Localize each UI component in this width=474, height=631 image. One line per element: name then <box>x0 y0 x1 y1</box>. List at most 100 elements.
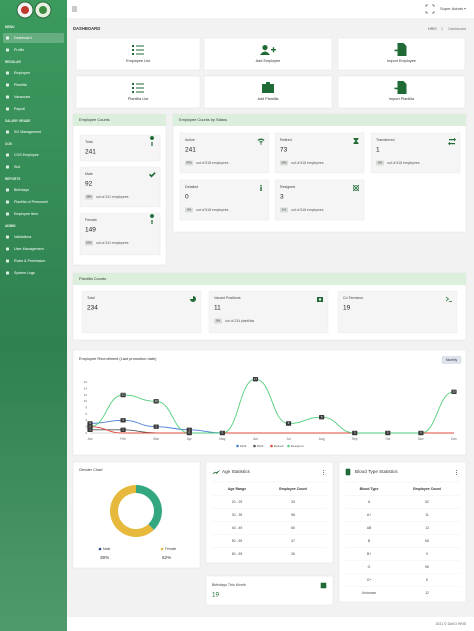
table-header: Blood Type <box>360 487 379 491</box>
table-cell: B <box>368 539 371 543</box>
x-tick-label: Apr <box>187 437 193 441</box>
menu-item[interactable]: Plantilla of Personnel <box>14 200 48 204</box>
menu-icon <box>6 83 9 87</box>
menu-item[interactable]: Plantilla <box>14 83 27 87</box>
menu-item[interactable]: Roles & Permission <box>14 259 45 263</box>
data-label: 3 <box>89 421 91 425</box>
legend-marker <box>236 444 239 448</box>
table-cell: 96 <box>291 513 295 517</box>
sidebar-section: MENU <box>5 25 15 29</box>
page-title: DASHBOARD <box>73 26 100 31</box>
menu-item[interactable]: Validations <box>14 235 32 239</box>
stat-value: 241 <box>185 147 196 154</box>
stat-badge-text: 62% <box>86 241 92 245</box>
stat-badge <box>376 160 384 166</box>
menu-icon <box>6 235 9 239</box>
stat-box <box>337 290 458 334</box>
more-menu[interactable] <box>323 470 324 475</box>
menu-icon <box>6 271 9 275</box>
data-label-box <box>319 414 325 420</box>
stat-label: Co Terminus <box>343 296 363 300</box>
stat-box <box>370 132 461 174</box>
x-tick-label: Jun <box>253 437 258 441</box>
menu-item[interactable]: SG Management <box>14 130 41 134</box>
sidebar-section: REGULAR <box>5 60 21 64</box>
menu-item[interactable]: Profile <box>14 48 24 52</box>
chart-title: Employee Recruitment (Last promotion dat… <box>79 356 157 361</box>
card-title: Age Statistics <box>222 469 251 474</box>
more-menu[interactable] <box>456 470 457 475</box>
table-icon <box>345 468 351 476</box>
menu-item[interactable]: COS Employee <box>14 153 39 157</box>
stat-badge-text: 1% <box>282 208 287 212</box>
menu-item[interactable]: Vacancies <box>14 95 31 99</box>
stat-icon <box>260 185 262 191</box>
period-button[interactable] <box>441 356 462 364</box>
table-cell: 20 - 29 <box>232 500 243 504</box>
stat-note: out of 518 employees <box>291 208 324 212</box>
stat-badge <box>214 318 222 324</box>
table-cell: A <box>368 500 371 504</box>
stat-value: 19 <box>343 305 351 312</box>
data-label: 4 <box>122 418 124 422</box>
card-title: Plantilla Counts <box>79 276 106 281</box>
legend-label: 2023 <box>257 444 264 448</box>
menu-toggle[interactable] <box>72 6 77 12</box>
menu-item[interactable]: Payroll <box>14 107 25 111</box>
stat-box <box>179 132 270 174</box>
card-header <box>73 114 166 126</box>
sidebar-section: SALARY GRADE <box>5 119 30 123</box>
data-label: 0 <box>222 431 224 435</box>
y-tick-label: 12 <box>84 393 88 397</box>
legend-marker <box>253 444 256 448</box>
footer <box>67 617 474 631</box>
menu-item[interactable]: System Logs <box>14 271 35 275</box>
quick-link-icon <box>394 81 407 94</box>
period-button-label: Monthly <box>446 358 458 362</box>
x-tick-label: Feb <box>120 437 126 441</box>
menu-item[interactable]: Employee <box>14 71 30 75</box>
table-cell: O+ <box>367 578 372 582</box>
data-label-box <box>153 399 159 404</box>
menu-item[interactable]: Dashboard <box>14 36 32 40</box>
data-label: 2 <box>89 424 91 428</box>
data-label-box <box>451 389 457 395</box>
user-menu[interactable]: Super Admin <box>440 6 463 11</box>
menu-item[interactable]: User Management <box>14 247 44 251</box>
table-cell: 6 <box>426 578 428 582</box>
stat-badge <box>85 194 93 200</box>
table-cell: Unknown <box>362 591 376 595</box>
table-cell: B+ <box>367 552 371 556</box>
chart-title: Gender Chart <box>79 467 103 472</box>
menu-icon <box>6 48 9 52</box>
legend-value: 62% <box>162 555 171 560</box>
stat-note: out of 518 employees <box>196 208 229 212</box>
data-label-box <box>285 421 292 426</box>
card-title: Blood Type Statistics <box>355 469 398 474</box>
stat-icon <box>150 214 155 224</box>
data-label-box <box>219 430 225 436</box>
legend-label: Female <box>165 547 176 551</box>
y-tick-label: 2 <box>85 424 87 428</box>
stat-icon <box>353 138 359 144</box>
stat-box <box>79 134 161 162</box>
breadcrumb-item[interactable]: HRIS <box>428 27 437 31</box>
fullscreen-icon[interactable] <box>425 4 435 14</box>
menu-item[interactable]: Slot <box>14 165 20 169</box>
stat-value: 3 <box>280 194 284 201</box>
data-label-box <box>418 430 424 436</box>
stat-badge-text: 47% <box>186 161 192 165</box>
menu-item[interactable]: Birthdays <box>14 188 29 192</box>
card-header <box>73 273 466 285</box>
stat-icon <box>445 296 452 302</box>
stat-box <box>274 132 365 174</box>
birthday-label: Birthdays This Month <box>212 583 246 587</box>
menu-icon <box>6 95 9 99</box>
table-cell: 9 <box>426 552 428 556</box>
quick-link-label: Plantilla List <box>128 97 149 101</box>
quick-link-label: Import Plantilla <box>389 97 415 101</box>
data-label: 17 <box>254 377 258 381</box>
menu-item[interactable]: Employee Item <box>14 212 38 216</box>
